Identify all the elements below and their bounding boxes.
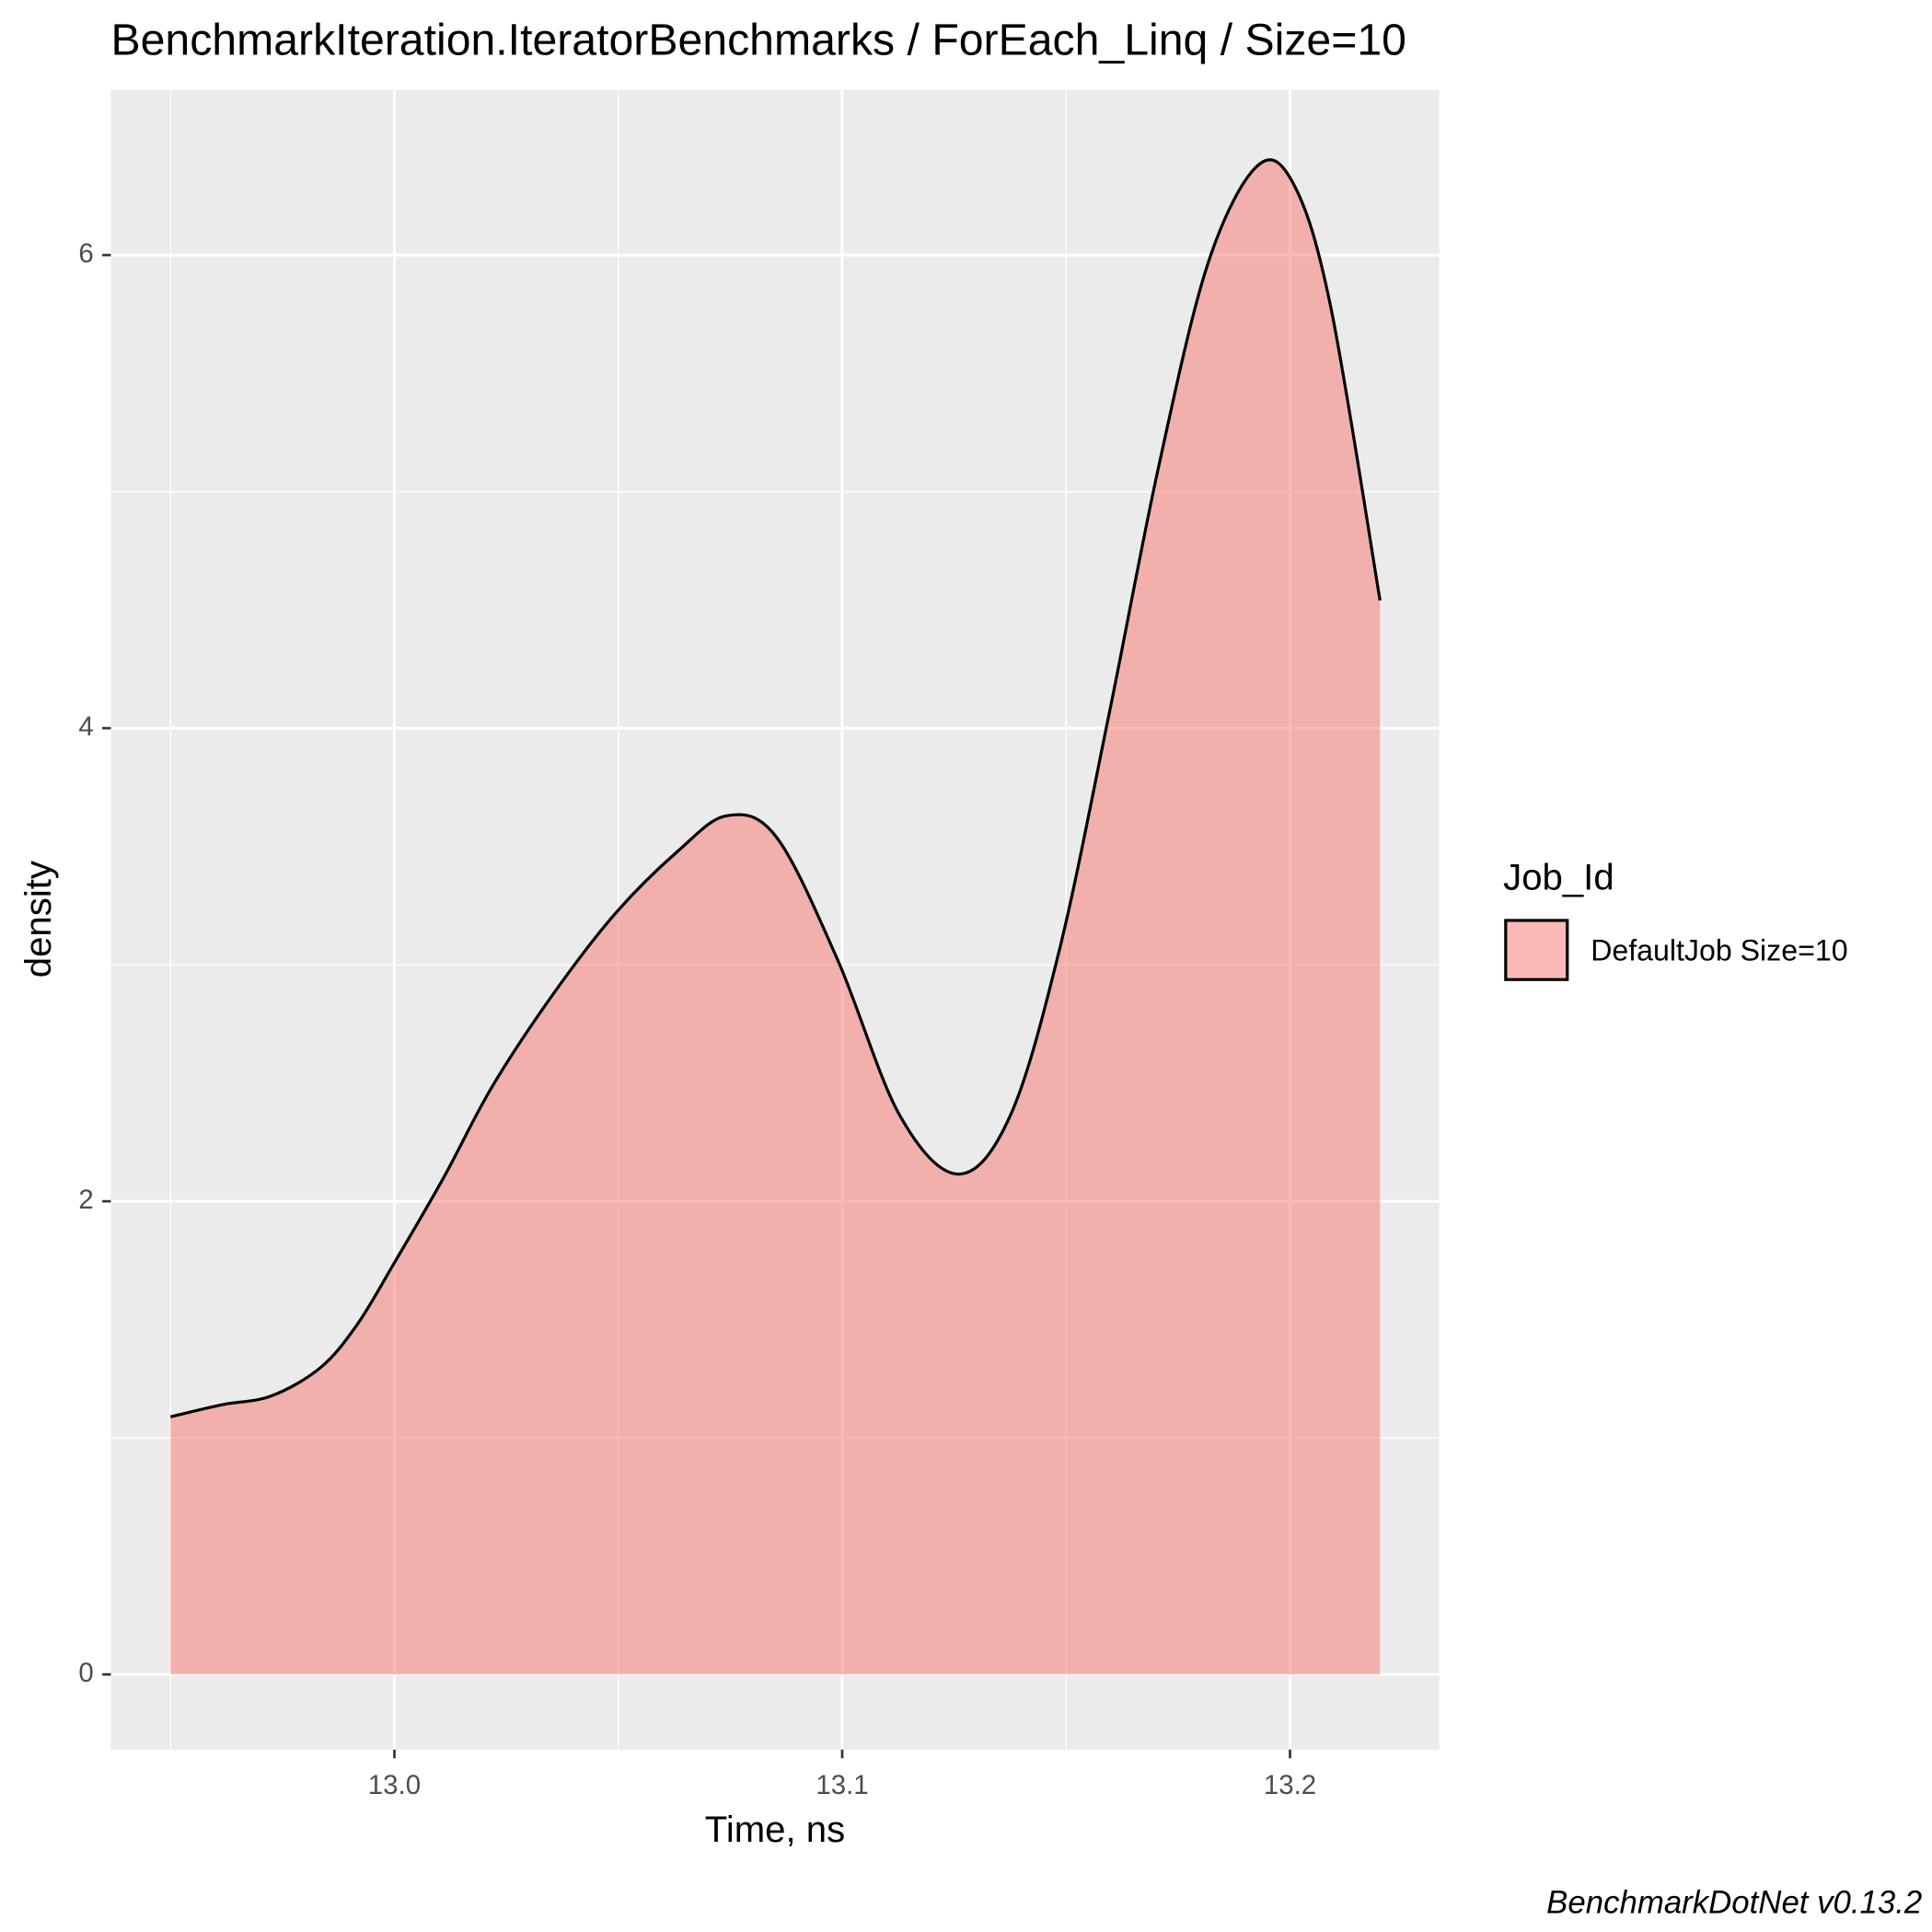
- density-line: [169, 158, 1382, 1418]
- x-axis-title: Time, ns: [705, 1809, 845, 1850]
- legend-key: [1504, 919, 1569, 981]
- axes: 13.0 13.1 13.2 0 2 4 6: [78, 238, 1316, 1800]
- y-axis-title: density: [17, 861, 59, 978]
- x-tick-label: 13.1: [816, 1770, 868, 1800]
- x-tick-label: 13.2: [1264, 1770, 1316, 1800]
- y-tick-label: 6: [78, 238, 93, 269]
- legend-title: Job_Id: [1503, 856, 1614, 897]
- legend: DefaultJob Size=10: [1504, 919, 1848, 981]
- y-tick-label: 0: [78, 1658, 93, 1688]
- marks: [169, 158, 1382, 1675]
- y-tick-label: 2: [78, 1185, 93, 1215]
- caption: BenchmarkDotNet v0.13.2: [1546, 1885, 1922, 1921]
- y-tick-label: 4: [78, 711, 93, 742]
- x-tick-label: 13.0: [368, 1770, 421, 1800]
- legend-label: DefaultJob Size=10: [1591, 933, 1847, 966]
- chart-title: BenchmarkIteration.IteratorBenchmarks / …: [110, 16, 1406, 65]
- density-area: [170, 159, 1381, 1675]
